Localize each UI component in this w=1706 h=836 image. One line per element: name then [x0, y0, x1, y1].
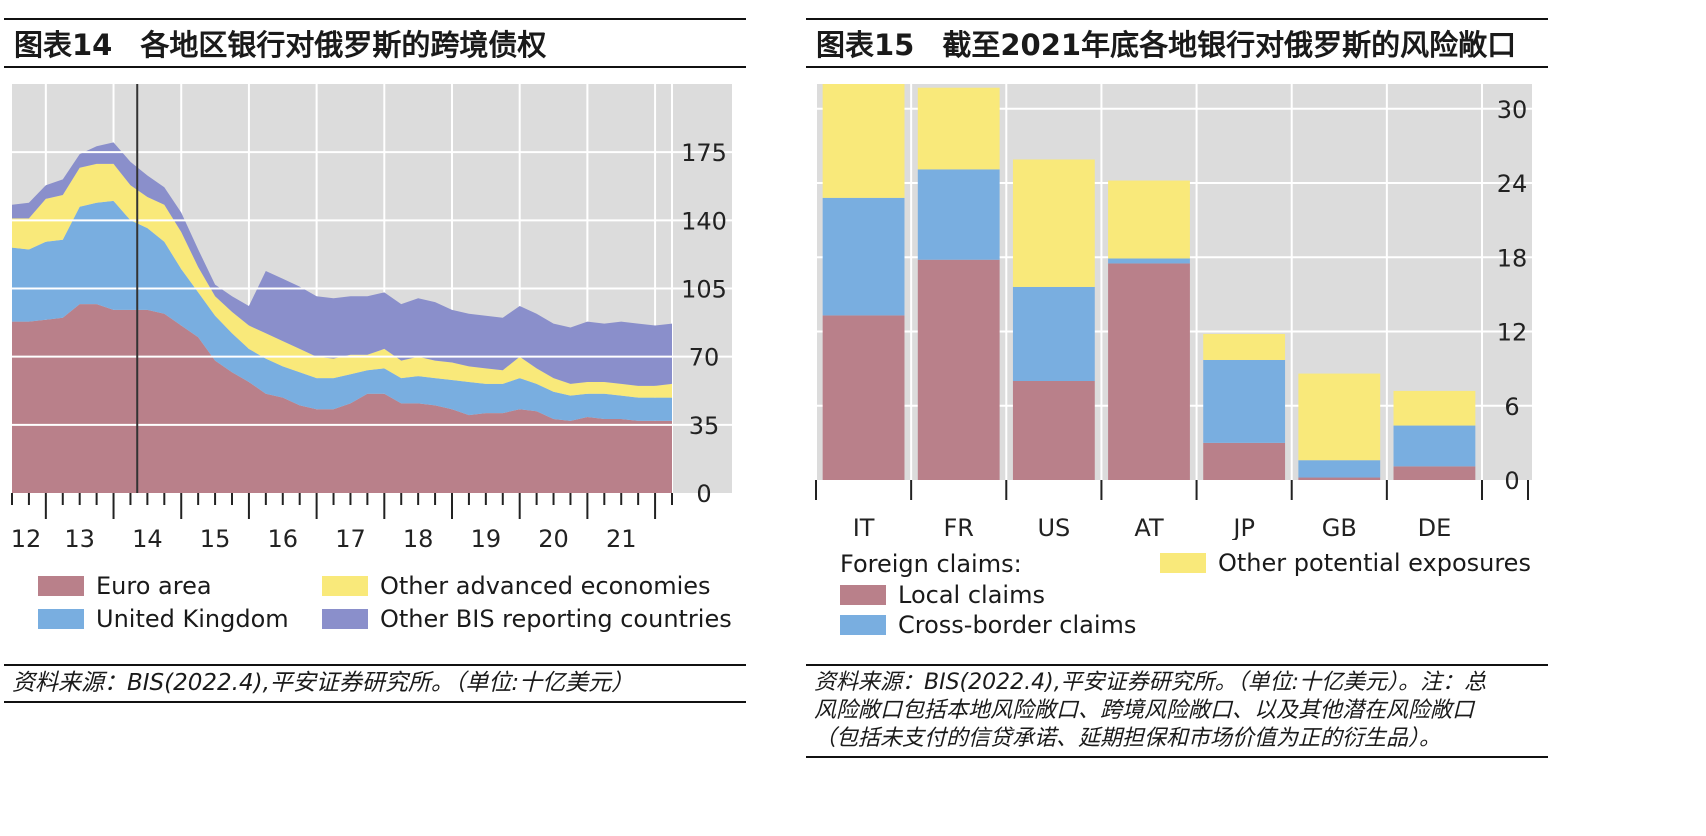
- y-tick-label: 24: [1497, 170, 1528, 198]
- bar-cross-border-at: [1108, 258, 1190, 264]
- y-tick-label: 12: [1497, 319, 1528, 347]
- legend-item-united-kingdom: United Kingdom: [38, 605, 289, 633]
- bar-local-claims-us: [1012, 381, 1095, 480]
- left-source-text: 资料来源：BIS(2022.4),平安证券研究所。（单位:十亿美元）: [12, 670, 635, 696]
- bar-cross-border-us: [1012, 286, 1095, 381]
- legend-label-other-advanced: Other advanced economies: [380, 572, 711, 600]
- legend-swatch-other-bis: [322, 609, 368, 629]
- area-euro-area: [12, 304, 672, 493]
- right-title-row: 图表15 截至2021年底各地银行对俄罗斯的风险敞口: [806, 18, 1548, 68]
- left-source: 资料来源：BIS(2022.4),平安证券研究所。（单位:十亿美元）: [4, 664, 746, 703]
- y-tick-label: 105: [681, 276, 727, 304]
- y-tick-label: 0: [1504, 467, 1519, 495]
- x-tick-label: 17: [335, 525, 366, 550]
- right-panel: 图表15 截至2021年底各地银行对俄罗斯的风险敞口 IT FR US AT JP GB D…: [806, 0, 1548, 836]
- left-title-label: 图表14: [14, 28, 113, 62]
- area-other-advanced: [12, 163, 672, 398]
- left-title-row: 图表14 各地区银行对俄罗斯的跨境债权: [4, 18, 746, 68]
- bar-other-potential-de: [1393, 390, 1476, 426]
- right-source-line-2: 风险敞口包括本地风险敞口、跨境风险敞口、以及其他潜在风险敞口: [814, 698, 1475, 723]
- legend-swatch-local-claims: [840, 585, 886, 605]
- x-tick-label: 12: [11, 525, 42, 550]
- legend-label-other-potential: Other potential exposures: [1218, 549, 1531, 577]
- bar-local-claims-gb: [1298, 477, 1381, 480]
- y-tick-label: 175: [681, 139, 727, 167]
- x-tick-label: FR: [943, 514, 973, 540]
- bar-cross-border-jp: [1203, 359, 1286, 443]
- bar-cross-border-fr: [917, 169, 1000, 260]
- x-tick-label: 18: [403, 525, 434, 550]
- bar-other-potential-us: [1012, 159, 1095, 287]
- left-legend: Euro area Other advanced economies Unite…: [38, 572, 738, 642]
- x-tick-label: 16: [267, 525, 298, 550]
- y-tick-label: 0: [696, 480, 711, 508]
- legend-heading: Foreign claims:: [840, 550, 1022, 578]
- x-tick-label: JP: [1231, 514, 1255, 540]
- y-tick-label: 18: [1497, 244, 1528, 272]
- legend-label-local-claims: Local claims: [898, 581, 1045, 609]
- legend-item-other-advanced: Other advanced economies: [322, 572, 711, 600]
- legend-item-other-potential: Other potential exposures: [1160, 549, 1531, 577]
- right-title-label: 图表15: [816, 28, 915, 62]
- x-tick-label: 21: [606, 525, 637, 550]
- bar-local-claims-it: [822, 315, 905, 480]
- x-tick-label: 14: [132, 525, 163, 550]
- bar-other-potential-fr: [917, 87, 1000, 170]
- legend-label-other-bis: Other BIS reporting countries: [380, 605, 732, 633]
- legend-label-united-kingdom: United Kingdom: [96, 605, 289, 633]
- legend-heading-text: Foreign claims:: [840, 550, 1022, 578]
- legend-swatch-other-potential: [1160, 553, 1206, 573]
- right-bar-chart: IT FR US AT JP GB DE 0 6 12 18 24 30: [815, 84, 1532, 540]
- bar-cross-border-it: [822, 197, 905, 316]
- bar-local-claims-de: [1393, 466, 1476, 480]
- x-tick-label: 13: [64, 525, 95, 550]
- legend-item-local-claims: Local claims: [840, 581, 1045, 609]
- x-tick-label: 20: [538, 525, 569, 550]
- right-legend: Foreign claims: Local claims Cross-borde…: [840, 548, 1540, 644]
- legend-swatch-cross-border: [840, 615, 886, 635]
- y-tick-label: 35: [689, 412, 720, 440]
- right-title: 截至2021年底各地银行对俄罗斯的风险敞口: [942, 28, 1517, 62]
- x-tick-label: DE: [1418, 514, 1452, 540]
- bar-cross-border-de: [1393, 425, 1476, 467]
- legend-item-euro-area: Euro area: [38, 572, 212, 600]
- bar-cross-border-gb: [1298, 460, 1381, 478]
- x-tick-label: 19: [471, 525, 502, 550]
- x-tick-label: US: [1037, 514, 1070, 540]
- bar-other-potential-jp: [1203, 333, 1286, 360]
- left-panel: 图表14 各地区银行对俄罗斯的跨境债权 0 35 70 105 140 175 12 13 14…: [4, 0, 746, 836]
- right-source-line-3: （包括未支付的信贷承诺、延期担保和市场价值为正的衍生品）。: [814, 726, 1442, 751]
- area-other-bis: [12, 142, 672, 386]
- legend-item-other-bis: Other BIS reporting countries: [322, 605, 732, 633]
- bar-other-potential-it: [822, 84, 905, 198]
- y-tick-label: 6: [1504, 393, 1519, 421]
- bar-local-claims-fr: [917, 259, 1000, 480]
- bar-local-claims-jp: [1203, 442, 1286, 480]
- bar-local-claims-at: [1108, 263, 1190, 480]
- bar-other-potential-gb: [1298, 373, 1381, 461]
- area-united-kingdom: [12, 200, 672, 421]
- y-tick-label: 140: [681, 207, 727, 235]
- right-source: 资料来源：BIS(2022.4),平安证券研究所。（单位:十亿美元）。注：总 风…: [806, 664, 1548, 758]
- legend-label-euro-area: Euro area: [96, 572, 212, 600]
- left-area-chart: 0 35 70 105 140 175 12 13 14 15 16 17 18 19 20 21: [11, 84, 732, 550]
- y-tick-label: 70: [689, 344, 720, 372]
- bar-other-potential-at: [1108, 180, 1190, 259]
- legend-swatch-other-advanced: [322, 576, 368, 596]
- legend-item-cross-border: Cross-border claims: [840, 611, 1136, 639]
- x-tick-label: GB: [1322, 514, 1357, 540]
- x-tick-label: AT: [1134, 514, 1164, 540]
- y-tick-label: 30: [1497, 96, 1528, 124]
- right-source-line-1: 资料来源：BIS(2022.4),平安证券研究所。（单位:十亿美元）。注：总: [814, 670, 1487, 695]
- legend-swatch-euro-area: [38, 576, 84, 596]
- legend-swatch-united-kingdom: [38, 609, 84, 629]
- left-title: 各地区银行对俄罗斯的跨境债权: [140, 28, 547, 62]
- legend-label-cross-border: Cross-border claims: [898, 611, 1137, 639]
- x-tick-label: IT: [853, 514, 875, 540]
- x-tick-label: 15: [200, 525, 231, 550]
